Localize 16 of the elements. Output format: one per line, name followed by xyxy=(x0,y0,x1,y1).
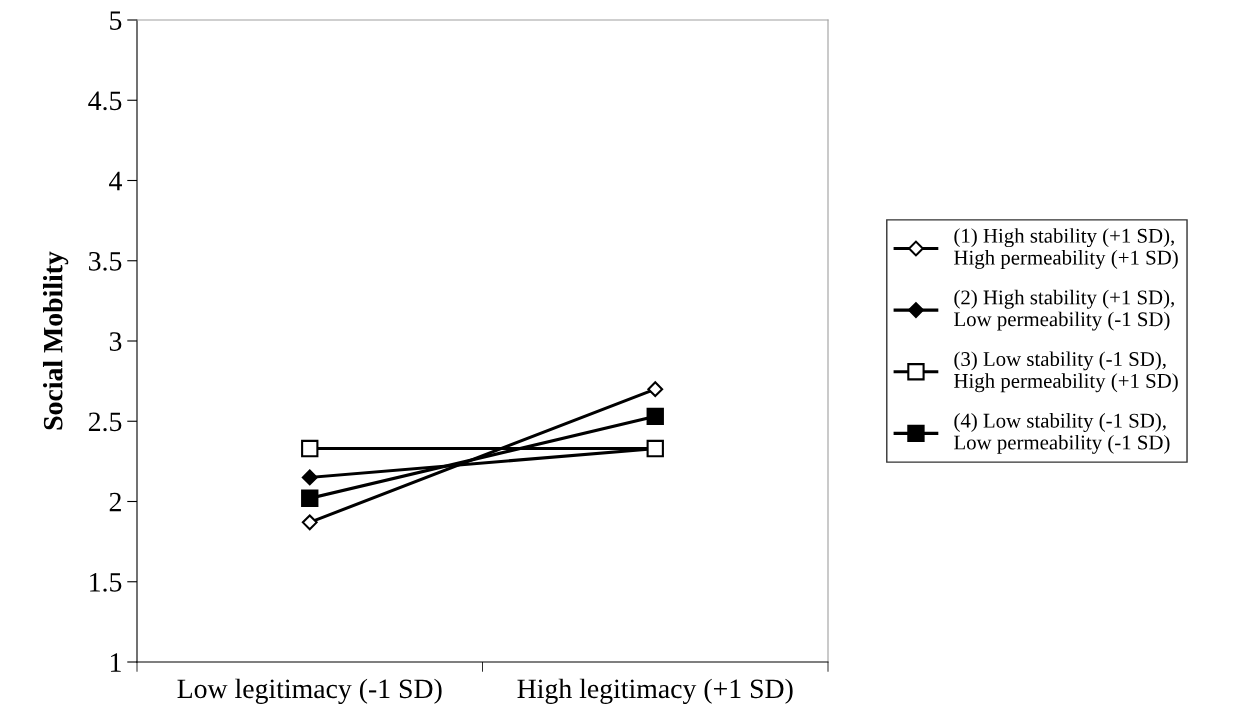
y-tick-label: 1.5 xyxy=(90,573,122,592)
legend-label: (3) Low stability (-1 SD), High permeability (+1 SD) xyxy=(954,351,1178,393)
x-tick-label: Low legitimacy (-1 SD) xyxy=(177,678,442,704)
legend-label: (4) Low stability (-1 SD), Low permeability (-1 SD) xyxy=(954,413,1170,454)
y-tick-label: 5 xyxy=(110,11,122,30)
y-tick-label: 2.5 xyxy=(88,412,122,432)
legend-label: (1) High stability (+1 SD), High permeability (+1 SD) xyxy=(954,228,1178,269)
x-tick-label: High legitimacy (+1 SD) xyxy=(517,678,793,704)
legend-label: (2) High stability (+1 SD), Low permeability (-1 SD) xyxy=(954,289,1174,331)
y-tick-label: 3 xyxy=(109,332,122,351)
y-tick-label: 4.5 xyxy=(88,91,122,111)
y-tick-label: 4 xyxy=(109,171,122,191)
y-tick-label: 1 xyxy=(110,653,121,672)
y-tick-label: 3.5 xyxy=(89,251,122,271)
y-tick-label: 2 xyxy=(109,492,121,512)
y-axis-title: Social Mobility xyxy=(42,251,69,430)
